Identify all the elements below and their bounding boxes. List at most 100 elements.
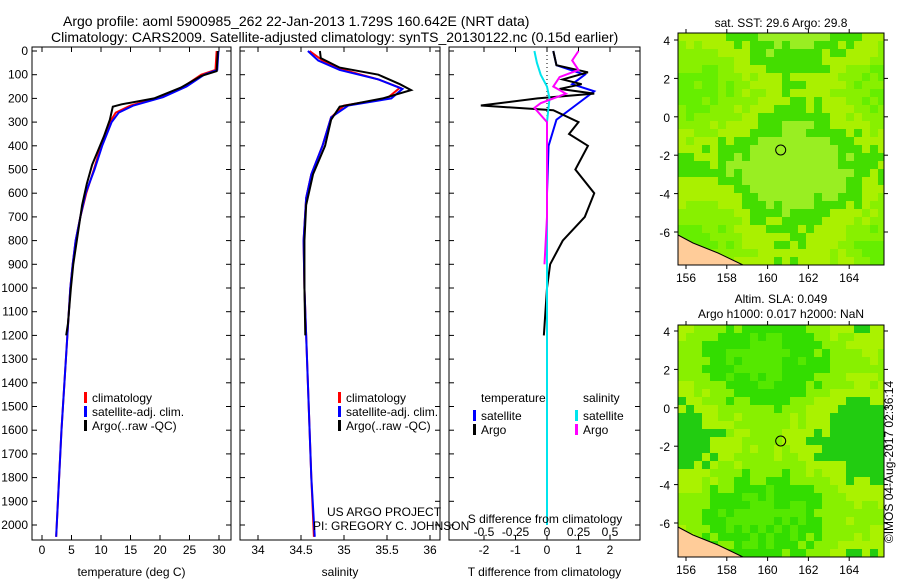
map-cell bbox=[854, 341, 862, 349]
map-cell bbox=[766, 413, 774, 421]
map-cell bbox=[726, 485, 734, 493]
map-cell bbox=[678, 177, 686, 185]
map-cell bbox=[726, 89, 734, 97]
map-cell bbox=[806, 373, 814, 381]
map-cell bbox=[686, 389, 694, 397]
map-cell bbox=[766, 469, 774, 477]
map-cell bbox=[718, 97, 726, 105]
map-cell bbox=[742, 533, 750, 541]
map-cell bbox=[822, 193, 830, 201]
map-cell bbox=[790, 461, 798, 469]
map-cell bbox=[734, 121, 742, 129]
map-cell bbox=[774, 477, 782, 485]
map-cell bbox=[710, 437, 718, 445]
map-cell bbox=[718, 209, 726, 217]
map-cell bbox=[870, 501, 878, 509]
map-cell bbox=[862, 333, 870, 341]
map-frame bbox=[677, 32, 885, 266]
map-cell bbox=[822, 453, 830, 461]
map-cell bbox=[790, 113, 798, 121]
map-cell bbox=[742, 233, 750, 241]
map-cell bbox=[830, 233, 838, 241]
map-cell bbox=[870, 477, 878, 485]
legend-swatch bbox=[473, 424, 476, 435]
map-cell bbox=[726, 461, 734, 469]
map-cell bbox=[822, 541, 830, 549]
map-cell bbox=[686, 429, 694, 437]
map-cell bbox=[734, 429, 742, 437]
map-cell bbox=[774, 177, 782, 185]
map-cell bbox=[766, 397, 774, 405]
map-cell bbox=[798, 357, 806, 365]
map-cell bbox=[694, 381, 702, 389]
map-cell bbox=[710, 333, 718, 341]
map-cell bbox=[798, 469, 806, 477]
lon-tick-label: 160 bbox=[758, 271, 778, 285]
map-cell bbox=[694, 73, 702, 81]
map-cell bbox=[782, 477, 790, 485]
x-tick-label: 30 bbox=[212, 543, 226, 557]
map-cell bbox=[878, 381, 884, 389]
map-cell bbox=[830, 81, 838, 89]
map-cell bbox=[678, 169, 686, 177]
map-cell bbox=[774, 453, 782, 461]
legend-swatch bbox=[575, 410, 578, 421]
map-cell bbox=[694, 57, 702, 65]
map-cell bbox=[862, 249, 870, 257]
map-cell bbox=[734, 209, 742, 217]
y-tick-label: 1300 bbox=[1, 352, 28, 366]
map-cell bbox=[846, 349, 854, 357]
map-cell bbox=[718, 517, 726, 525]
map-cell bbox=[742, 33, 750, 41]
map-cell bbox=[702, 365, 710, 373]
map-cell bbox=[702, 57, 710, 65]
map-cell bbox=[854, 501, 862, 509]
map-cell bbox=[782, 89, 790, 97]
legend-swatch bbox=[338, 420, 341, 431]
map-cell bbox=[726, 525, 734, 533]
map-cell bbox=[694, 365, 702, 373]
map-cell bbox=[790, 397, 798, 405]
map-cell bbox=[702, 493, 710, 501]
map-cell bbox=[678, 429, 686, 437]
map-cell bbox=[710, 137, 718, 145]
map-cell bbox=[766, 357, 774, 365]
map-cell bbox=[806, 413, 814, 421]
map-cell bbox=[774, 509, 782, 517]
map-cell bbox=[854, 41, 862, 49]
map-cell bbox=[878, 169, 884, 177]
map-cell bbox=[814, 341, 822, 349]
map-cell bbox=[838, 405, 846, 413]
map-cell bbox=[686, 113, 694, 121]
map-cell bbox=[870, 493, 878, 501]
map-cell bbox=[814, 365, 822, 373]
map-cell bbox=[862, 65, 870, 73]
map-cell bbox=[774, 325, 782, 333]
map-cell bbox=[710, 325, 718, 333]
map-cell bbox=[862, 73, 870, 81]
map-cell bbox=[870, 437, 878, 445]
map-cell bbox=[702, 349, 710, 357]
map-cell bbox=[806, 73, 814, 81]
map-cell bbox=[750, 169, 758, 177]
x2-tick-label: -0.5 bbox=[474, 525, 495, 539]
map-cell bbox=[878, 33, 884, 41]
panel-temperature bbox=[31, 46, 232, 541]
legend-label: climatology bbox=[346, 391, 406, 405]
map-cell bbox=[790, 105, 798, 113]
map-cell bbox=[718, 405, 726, 413]
map-cell bbox=[766, 49, 774, 57]
map-cell bbox=[854, 57, 862, 65]
map-cell bbox=[758, 501, 766, 509]
map-cell bbox=[838, 373, 846, 381]
map-cell bbox=[822, 389, 830, 397]
map-cell bbox=[814, 493, 822, 501]
map-cell bbox=[758, 225, 766, 233]
map-cell bbox=[686, 453, 694, 461]
map-cell bbox=[846, 405, 854, 413]
map-cell bbox=[702, 33, 710, 41]
map-cell bbox=[678, 517, 686, 525]
map-cell bbox=[878, 113, 884, 121]
lat-tick-label: 2 bbox=[663, 72, 670, 86]
map-cell bbox=[758, 49, 766, 57]
